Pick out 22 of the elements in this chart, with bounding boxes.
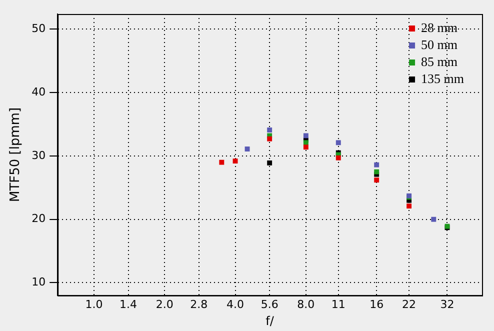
y-tick-label: 40	[32, 85, 46, 98]
x-tick-label: 1.0	[85, 298, 103, 311]
x-tick-label: 16	[370, 298, 384, 311]
legend-label: 85 mm	[421, 54, 458, 69]
x-tick-label: 4.0	[226, 298, 244, 311]
y-tick-label: 30	[32, 148, 46, 162]
x-tick-label: 2.0	[156, 298, 174, 311]
x-tick-label: 11	[331, 298, 346, 311]
y-tick-label: 50	[32, 22, 46, 36]
y-axis-title: MTF50 [lpmm]	[8, 107, 24, 202]
x-tick-label: 1.4	[120, 298, 138, 311]
x-tick-label: 8.0	[297, 298, 315, 311]
x-axis-title: f/	[266, 314, 275, 328]
x-tick-label: 5.6	[260, 298, 278, 311]
x-tick-label: 32	[440, 298, 454, 311]
y-tick-label: 20	[32, 212, 46, 226]
x-tick-label: 22	[402, 298, 416, 311]
legend-label: 28 mm	[421, 20, 458, 35]
legend-label: 50 mm	[421, 36, 458, 52]
legend-label: 135 mm	[421, 70, 464, 86]
y-tick-label: 10	[32, 276, 46, 289]
x-tick-label: 2.8	[190, 298, 208, 311]
